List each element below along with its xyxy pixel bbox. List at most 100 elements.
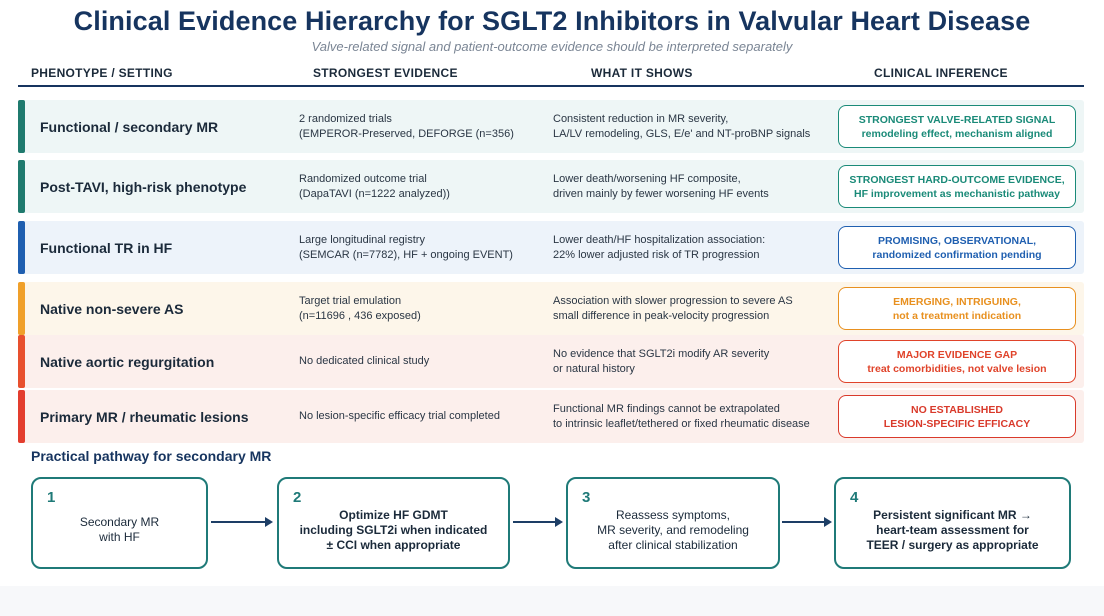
row-evidence: No lesion-specific efficacy trial comple… bbox=[299, 390, 549, 443]
column-header-phenotype: PHENOTYPE / SETTING bbox=[31, 66, 173, 80]
row-shows-line: No evidence that SGLT2i modify AR severi… bbox=[553, 347, 770, 360]
row-accent-bar bbox=[18, 221, 25, 274]
row-evidence: 2 randomized trials (EMPEROR-Preserved, D… bbox=[299, 100, 549, 153]
pathway-step-line: MR severity, and remodeling bbox=[597, 522, 749, 537]
row-evidence-line: (DapaTAVI (n=1222 analyzed)) bbox=[299, 187, 450, 200]
footer-band bbox=[0, 586, 1104, 616]
pathway-step: 2 Optimize HF GDMT including SGLT2i when i… bbox=[277, 477, 510, 569]
pathway-step-number: 4 bbox=[850, 489, 859, 506]
row-evidence-line: 2 randomized trials bbox=[299, 112, 392, 125]
row-inference-line: PROMISING, OBSERVATIONAL, bbox=[877, 234, 1037, 247]
row-phenotype: Native aortic regurgitation bbox=[40, 353, 215, 370]
row-shows-line: Association with slower progression to s… bbox=[553, 294, 793, 307]
row-evidence: No dedicated clinical study bbox=[299, 335, 549, 388]
row-inference-line: MAJOR EVIDENCE GAP bbox=[896, 348, 1018, 361]
table-row: Functional / secondary MR 2 randomized tr… bbox=[18, 100, 1084, 153]
pathway-step-text: Reassess symptoms, MR severity, and remod… bbox=[576, 501, 770, 559]
row-phenotype: Functional / secondary MR bbox=[40, 118, 219, 135]
arrow-right-icon bbox=[211, 517, 273, 527]
row-inference-line: STRONGEST VALVE-RELATED SIGNAL bbox=[858, 113, 1056, 126]
pathway-step-number: 3 bbox=[582, 489, 591, 506]
row-evidence-line: Randomized outcome trial bbox=[299, 172, 427, 185]
row-inference-badge: MAJOR EVIDENCE GAP treat comorbidities, n… bbox=[838, 340, 1076, 383]
pathway-step-line: with HF bbox=[99, 530, 140, 544]
row-evidence-line: Target trial emulation bbox=[299, 294, 402, 307]
row-evidence: Randomized outcome trial (DapaTAVI (n=122… bbox=[299, 160, 549, 213]
column-header-evidence: STRONGEST EVIDENCE bbox=[313, 66, 458, 80]
row-inference-badge: NO ESTABLISHED LESION-SPECIFIC EFFICACY bbox=[838, 395, 1076, 438]
pathway-step: 4 Persistent significant MR → heart-team a… bbox=[834, 477, 1071, 569]
row-shows-line: driven mainly by fewer worsening HF even… bbox=[553, 187, 769, 200]
row-accent-bar bbox=[18, 335, 25, 388]
row-accent-bar bbox=[18, 160, 25, 213]
row-evidence-line: (EMPEROR-Preserved, DEFORGE (n=356) bbox=[299, 127, 514, 140]
arrow-right-icon bbox=[513, 517, 563, 527]
row-inference-line: randomized confirmation pending bbox=[872, 248, 1042, 261]
column-header-shows: WHAT IT SHOWS bbox=[591, 66, 693, 80]
row-inference-badge: EMERGING, INTRIGUING, not a treatment ind… bbox=[838, 287, 1076, 330]
row-shows-line: Lower death/worsening HF composite, bbox=[553, 172, 741, 185]
pathway-step-line: TEER / surgery as appropriate bbox=[866, 537, 1039, 552]
row-inference-line: remodeling effect, mechanism aligned bbox=[861, 127, 1053, 140]
pathway-step-line: heart-team assessment for bbox=[876, 522, 1029, 537]
pathway-step: 1 Secondary MR with HF bbox=[31, 477, 208, 569]
row-what-it-shows: Consistent reduction in MR severity, LA/L… bbox=[553, 100, 843, 153]
pathway-step-line: including SGLT2i when indicated bbox=[299, 522, 488, 537]
row-what-it-shows: Functional MR findings cannot be extrapo… bbox=[553, 390, 843, 443]
row-phenotype: Post-TAVI, high-risk phenotype bbox=[40, 178, 247, 195]
row-shows-line: or natural history bbox=[553, 362, 635, 375]
row-phenotype: Native non-severe AS bbox=[40, 300, 184, 317]
row-what-it-shows: No evidence that SGLT2i modify AR severi… bbox=[553, 335, 843, 388]
pathway-step-text: Secondary MR with HF bbox=[41, 501, 198, 559]
pathway-step-number: 1 bbox=[47, 489, 56, 506]
table-row: Native non-severe AS Target trial emulati… bbox=[18, 282, 1084, 335]
table-row: Post-TAVI, high-risk phenotype Randomized… bbox=[18, 160, 1084, 213]
row-shows-line: Consistent reduction in MR severity, bbox=[553, 112, 729, 125]
row-inference-badge: STRONGEST HARD-OUTCOME EVIDENCE, HF impro… bbox=[838, 165, 1076, 208]
row-inference-line: HF improvement as mechanistic pathway bbox=[854, 187, 1060, 200]
row-inference-line: STRONGEST HARD-OUTCOME EVIDENCE, bbox=[849, 173, 1065, 186]
row-evidence-line: No dedicated clinical study bbox=[299, 355, 430, 367]
row-inference-line: not a treatment indication bbox=[892, 309, 1022, 322]
header-divider bbox=[18, 85, 1084, 87]
row-inference-line: NO ESTABLISHED bbox=[911, 403, 1003, 416]
row-accent-bar bbox=[18, 100, 25, 153]
pathway-step-line: Optimize HF GDMT bbox=[339, 507, 448, 522]
page-subtitle: Valve-related signal and patient-outcome… bbox=[311, 39, 793, 54]
row-inference-line: LESION-SPECIFIC EFFICACY bbox=[883, 417, 1031, 430]
table-row: Native aortic regurgitation No dedicated … bbox=[18, 335, 1084, 388]
pathway-step-line: Reassess symptoms, bbox=[615, 507, 731, 522]
row-what-it-shows: Lower death/worsening HF composite, drive… bbox=[553, 160, 843, 213]
row-what-it-shows: Lower death/HF hospitalization associati… bbox=[553, 221, 843, 274]
row-inference-line: treat comorbidities, not valve lesion bbox=[867, 362, 1047, 375]
row-phenotype: Functional TR in HF bbox=[40, 239, 173, 256]
arrow-right-icon bbox=[782, 517, 832, 527]
pathway-step-line: Secondary MR bbox=[79, 515, 160, 529]
pathway-step-text: Persistent significant MR → heart-team as… bbox=[844, 501, 1061, 559]
row-shows-line: small difference in peak-velocity progre… bbox=[553, 309, 770, 322]
row-evidence: Target trial emulation (n=11696 , 436 exp… bbox=[299, 282, 549, 335]
row-accent-bar bbox=[18, 282, 25, 335]
row-evidence-line: (n=11696 , 436 exposed) bbox=[299, 309, 421, 322]
table-row: Primary MR / rheumatic lesions No lesion-… bbox=[18, 390, 1084, 443]
row-what-it-shows: Association with slower progression to s… bbox=[553, 282, 843, 335]
pathway-step-line: Persistent significant MR → bbox=[873, 507, 1032, 522]
row-evidence: Large longitudinal registry (SEMCAR (n=77… bbox=[299, 221, 549, 274]
row-shows-line: to intrinsic leaflet/tethered or fixed r… bbox=[553, 417, 810, 430]
row-inference-line: EMERGING, INTRIGUING, bbox=[893, 295, 1021, 308]
pathway-step: 3 Reassess symptoms, MR severity, and remo… bbox=[566, 477, 780, 569]
column-header-inference: CLINICAL INFERENCE bbox=[874, 66, 1008, 80]
row-inference-badge: PROMISING, OBSERVATIONAL, randomized conf… bbox=[838, 226, 1076, 269]
row-shows-line: Lower death/HF hospitalization associati… bbox=[553, 233, 766, 246]
pathway-step-number: 2 bbox=[293, 489, 302, 506]
pathway-step-line: after clinical stabilization bbox=[608, 537, 738, 552]
row-shows-line: 22% lower adjusted risk of TR progressio… bbox=[553, 248, 760, 261]
page-title: Clinical Evidence Hierarchy for SGLT2 In… bbox=[73, 6, 1031, 36]
row-evidence-line: (SEMCAR (n=7782), HF + ongoing EVENT) bbox=[299, 248, 513, 261]
row-shows-line: Functional MR findings cannot be extrapo… bbox=[553, 402, 780, 415]
table-row: Functional TR in HF Large longitudinal re… bbox=[18, 221, 1084, 274]
pathway-step-line: ± CCI when appropriate bbox=[326, 537, 461, 552]
pathway-title: Practical pathway for secondary MR bbox=[31, 448, 272, 464]
row-phenotype: Primary MR / rheumatic lesions bbox=[40, 408, 249, 425]
row-evidence-line: No lesion-specific efficacy trial comple… bbox=[299, 410, 500, 422]
